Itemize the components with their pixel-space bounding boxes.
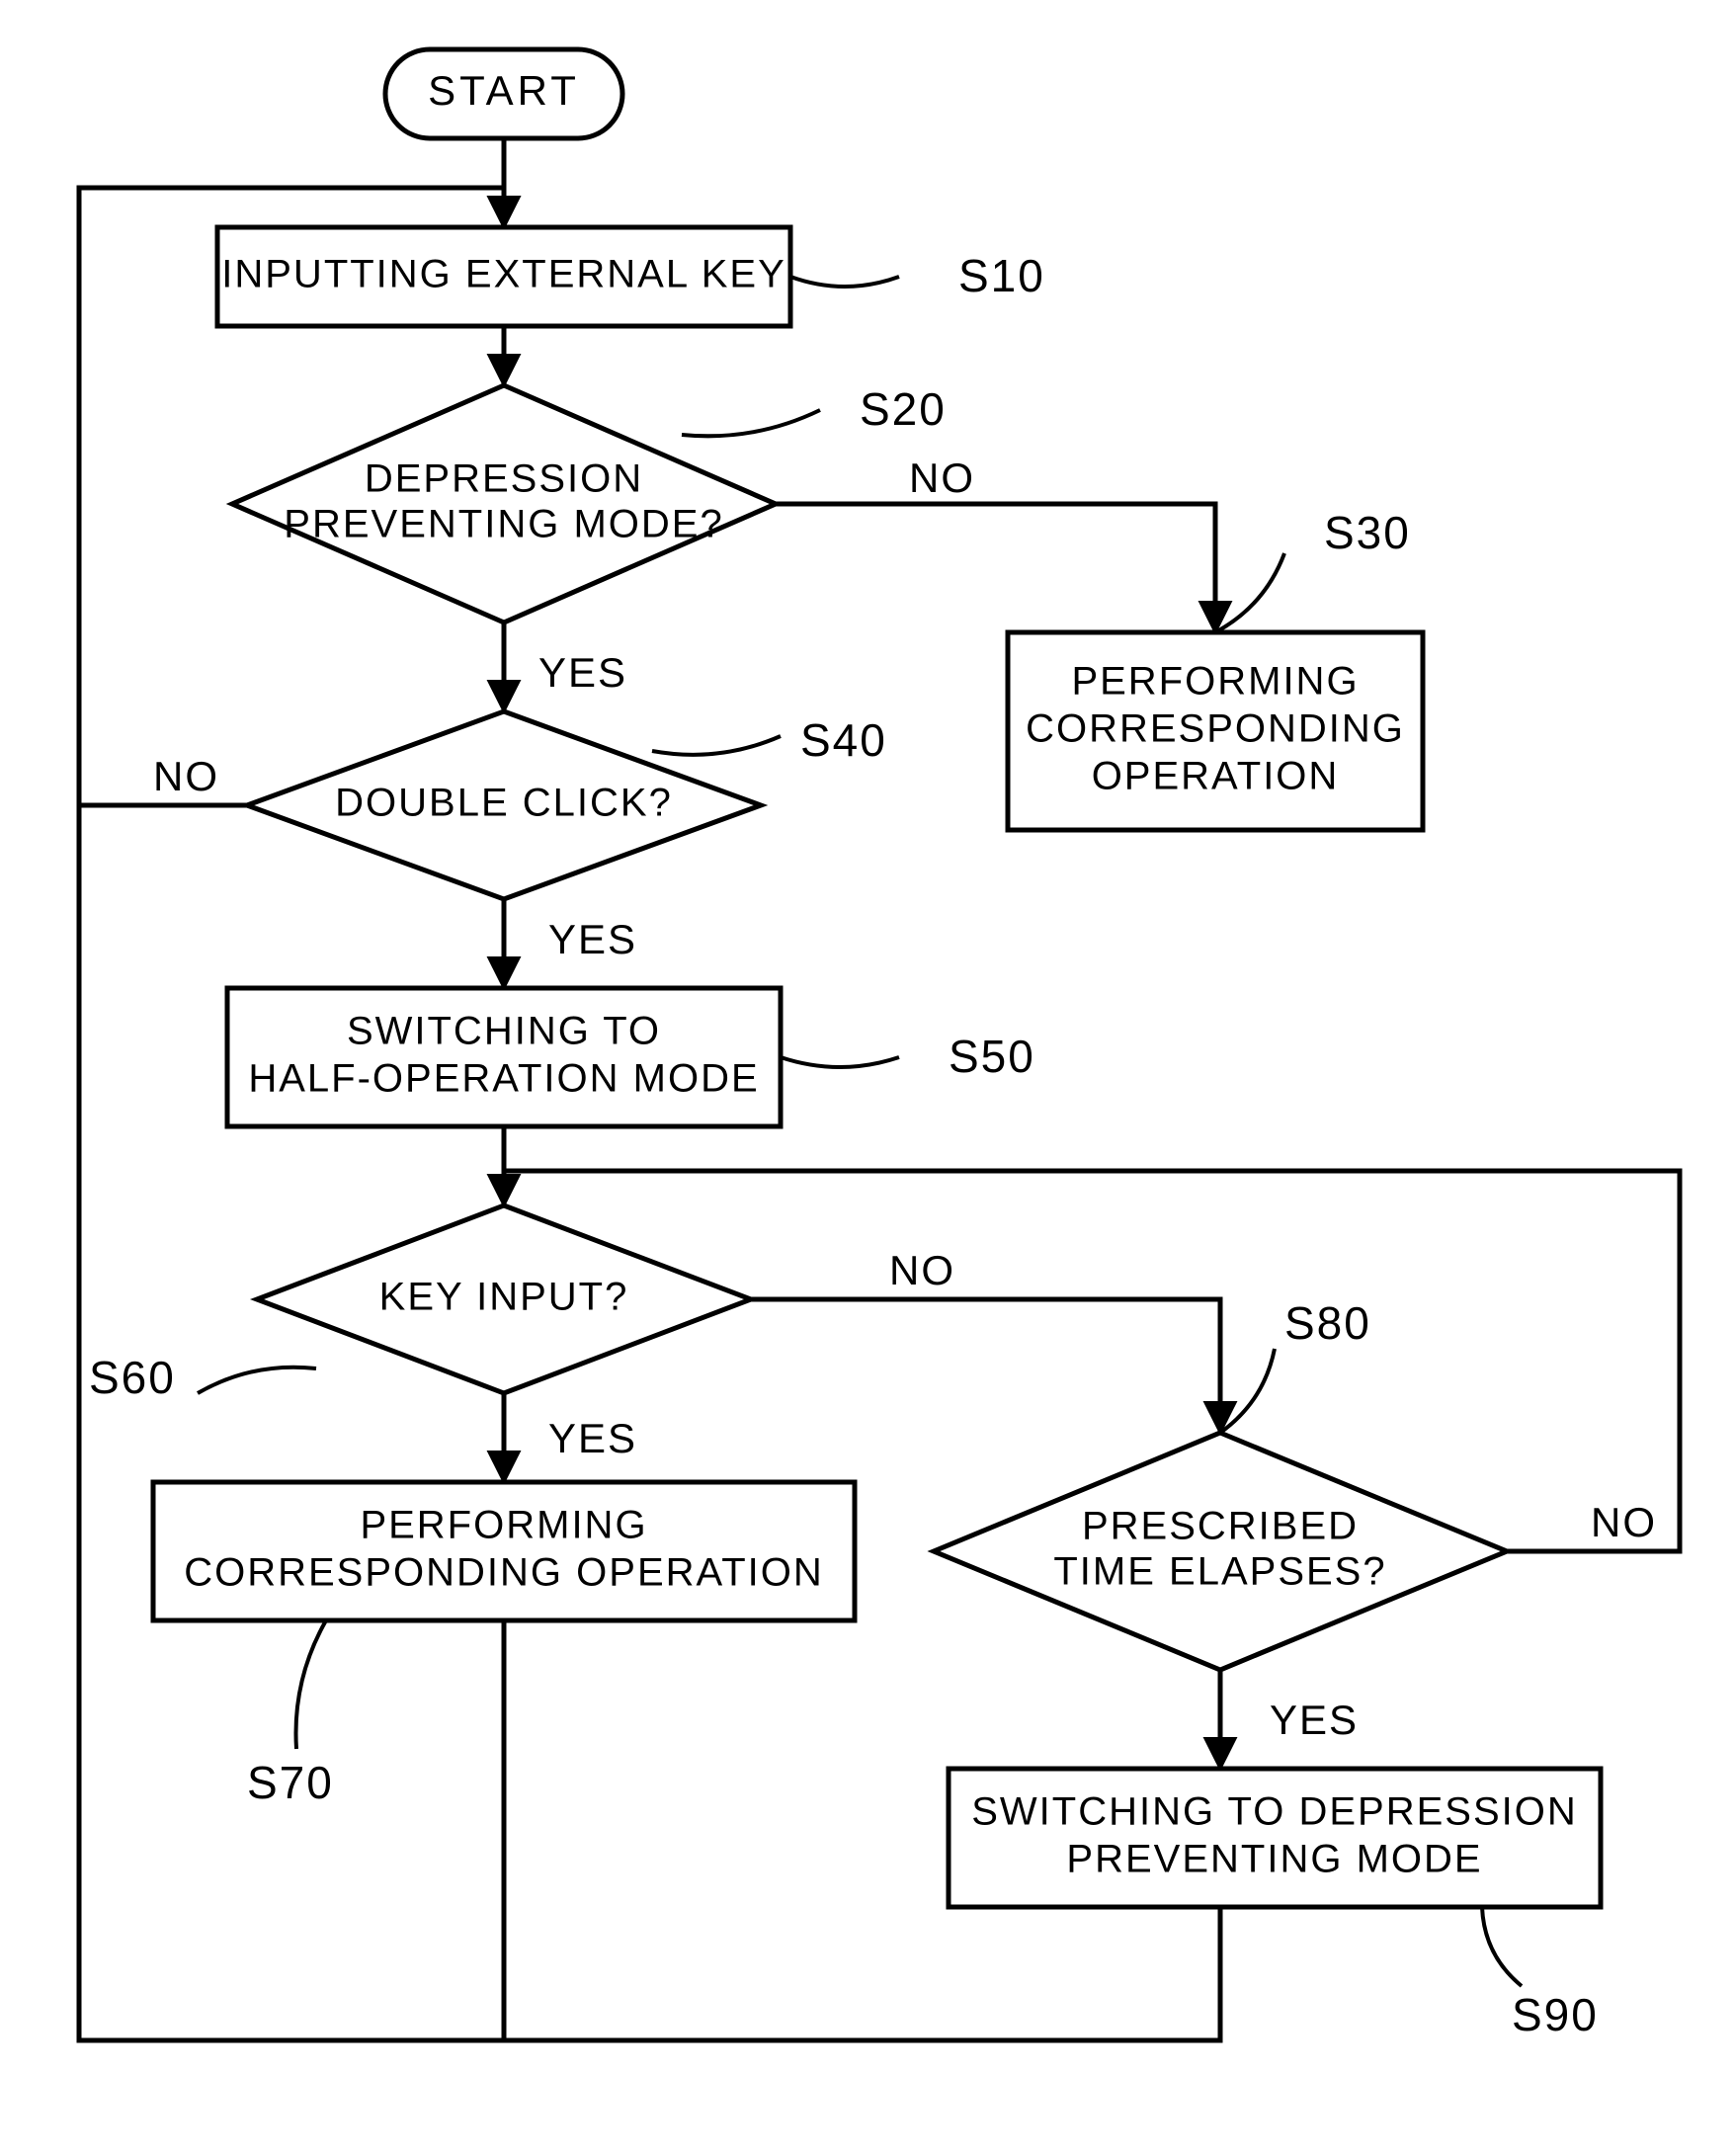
edge-label-s60-no-s80: NO: [889, 1247, 955, 1293]
node-s70-line-0: PERFORMING: [360, 1504, 647, 1547]
edge-label-s20-yes-s40: YES: [538, 649, 627, 696]
node-s70-line-1: CORRESPONDING OPERATION: [184, 1551, 824, 1595]
edge-label-s20-no-s30: NO: [909, 455, 975, 501]
leader-s80: [1220, 1349, 1275, 1433]
edge-s60-no-s80: [751, 1299, 1220, 1433]
step-label-s70: S70: [247, 1757, 334, 1808]
node-s10: INPUTTING EXTERNAL KEY: [217, 227, 790, 326]
flowchart-canvas: YES NO YES NO YES NO YES NO START INPUTTING EXTER…: [0, 0, 1735, 2156]
node-s20-line-1: PREVENTING MODE?: [284, 503, 723, 546]
node-s50: SWITCHING TOHALF-OPERATION MODE: [227, 988, 781, 1126]
node-s20: DEPRESSIONPREVENTING MODE?: [232, 385, 776, 622]
node-s20-line-0: DEPRESSION: [365, 457, 643, 501]
leader-s10: [790, 277, 899, 287]
node-s80: PRESCRIBEDTIME ELAPSES?: [934, 1433, 1507, 1670]
leader-s90: [1482, 1907, 1522, 1986]
node-s40: DOUBLE CLICK?: [247, 711, 761, 899]
step-label-s30: S30: [1324, 507, 1411, 558]
edge-s20-no-s30: [776, 504, 1215, 632]
node-s90-line-1: PREVENTING MODE: [1066, 1838, 1482, 1881]
step-label-s40: S40: [800, 714, 887, 766]
step-label-s50: S50: [949, 1031, 1035, 1082]
node-s30-line-1: CORRESPONDING: [1026, 707, 1405, 751]
leader-s70: [295, 1620, 326, 1749]
node-s30-line-2: OPERATION: [1092, 755, 1340, 798]
node-start-line-0: START: [428, 67, 580, 114]
step-label-s20: S20: [860, 383, 947, 435]
step-label-s60: S60: [89, 1352, 176, 1403]
edge-s90-merge: [504, 1907, 1220, 2040]
node-s50-line-1: HALF-OPERATION MODE: [248, 1057, 759, 1101]
leader-s20: [682, 410, 820, 436]
edge-label-s60-yes-s70: YES: [548, 1415, 637, 1461]
node-s10-line-0: INPUTTING EXTERNAL KEY: [221, 253, 786, 296]
node-s90-line-0: SWITCHING TO DEPRESSION: [971, 1790, 1577, 1834]
edge-label-s40-yes-s50: YES: [548, 916, 637, 962]
node-start: START: [385, 49, 622, 138]
node-s30: PERFORMINGCORRESPONDINGOPERATION: [1008, 632, 1423, 830]
node-s30-line-0: PERFORMING: [1071, 660, 1359, 704]
node-s70: PERFORMINGCORRESPONDING OPERATION: [153, 1482, 855, 1620]
node-s80-line-0: PRESCRIBED: [1082, 1505, 1359, 1548]
step-label-s90: S90: [1512, 1989, 1599, 2040]
edge-label-s80-no-loop: NO: [1591, 1499, 1657, 1545]
node-s40-line-0: DOUBLE CLICK?: [335, 782, 673, 825]
edge-label-s80-yes-s90: YES: [1270, 1697, 1359, 1743]
node-s80-line-1: TIME ELAPSES?: [1053, 1550, 1386, 1594]
node-s60: KEY INPUT?: [257, 1205, 751, 1393]
leader-s30: [1215, 553, 1284, 632]
edge-label-s40-no-loop: NO: [153, 753, 219, 799]
node-s60-line-0: KEY INPUT?: [379, 1276, 629, 1319]
node-s90: SWITCHING TO DEPRESSIONPREVENTING MODE: [949, 1769, 1601, 1907]
leader-s40: [652, 736, 781, 755]
node-s50-line-0: SWITCHING TO: [347, 1010, 661, 1053]
step-label-s80: S80: [1284, 1297, 1371, 1349]
leader-s60: [198, 1368, 316, 1393]
leader-s50: [781, 1057, 899, 1067]
step-label-s10: S10: [958, 250, 1045, 301]
